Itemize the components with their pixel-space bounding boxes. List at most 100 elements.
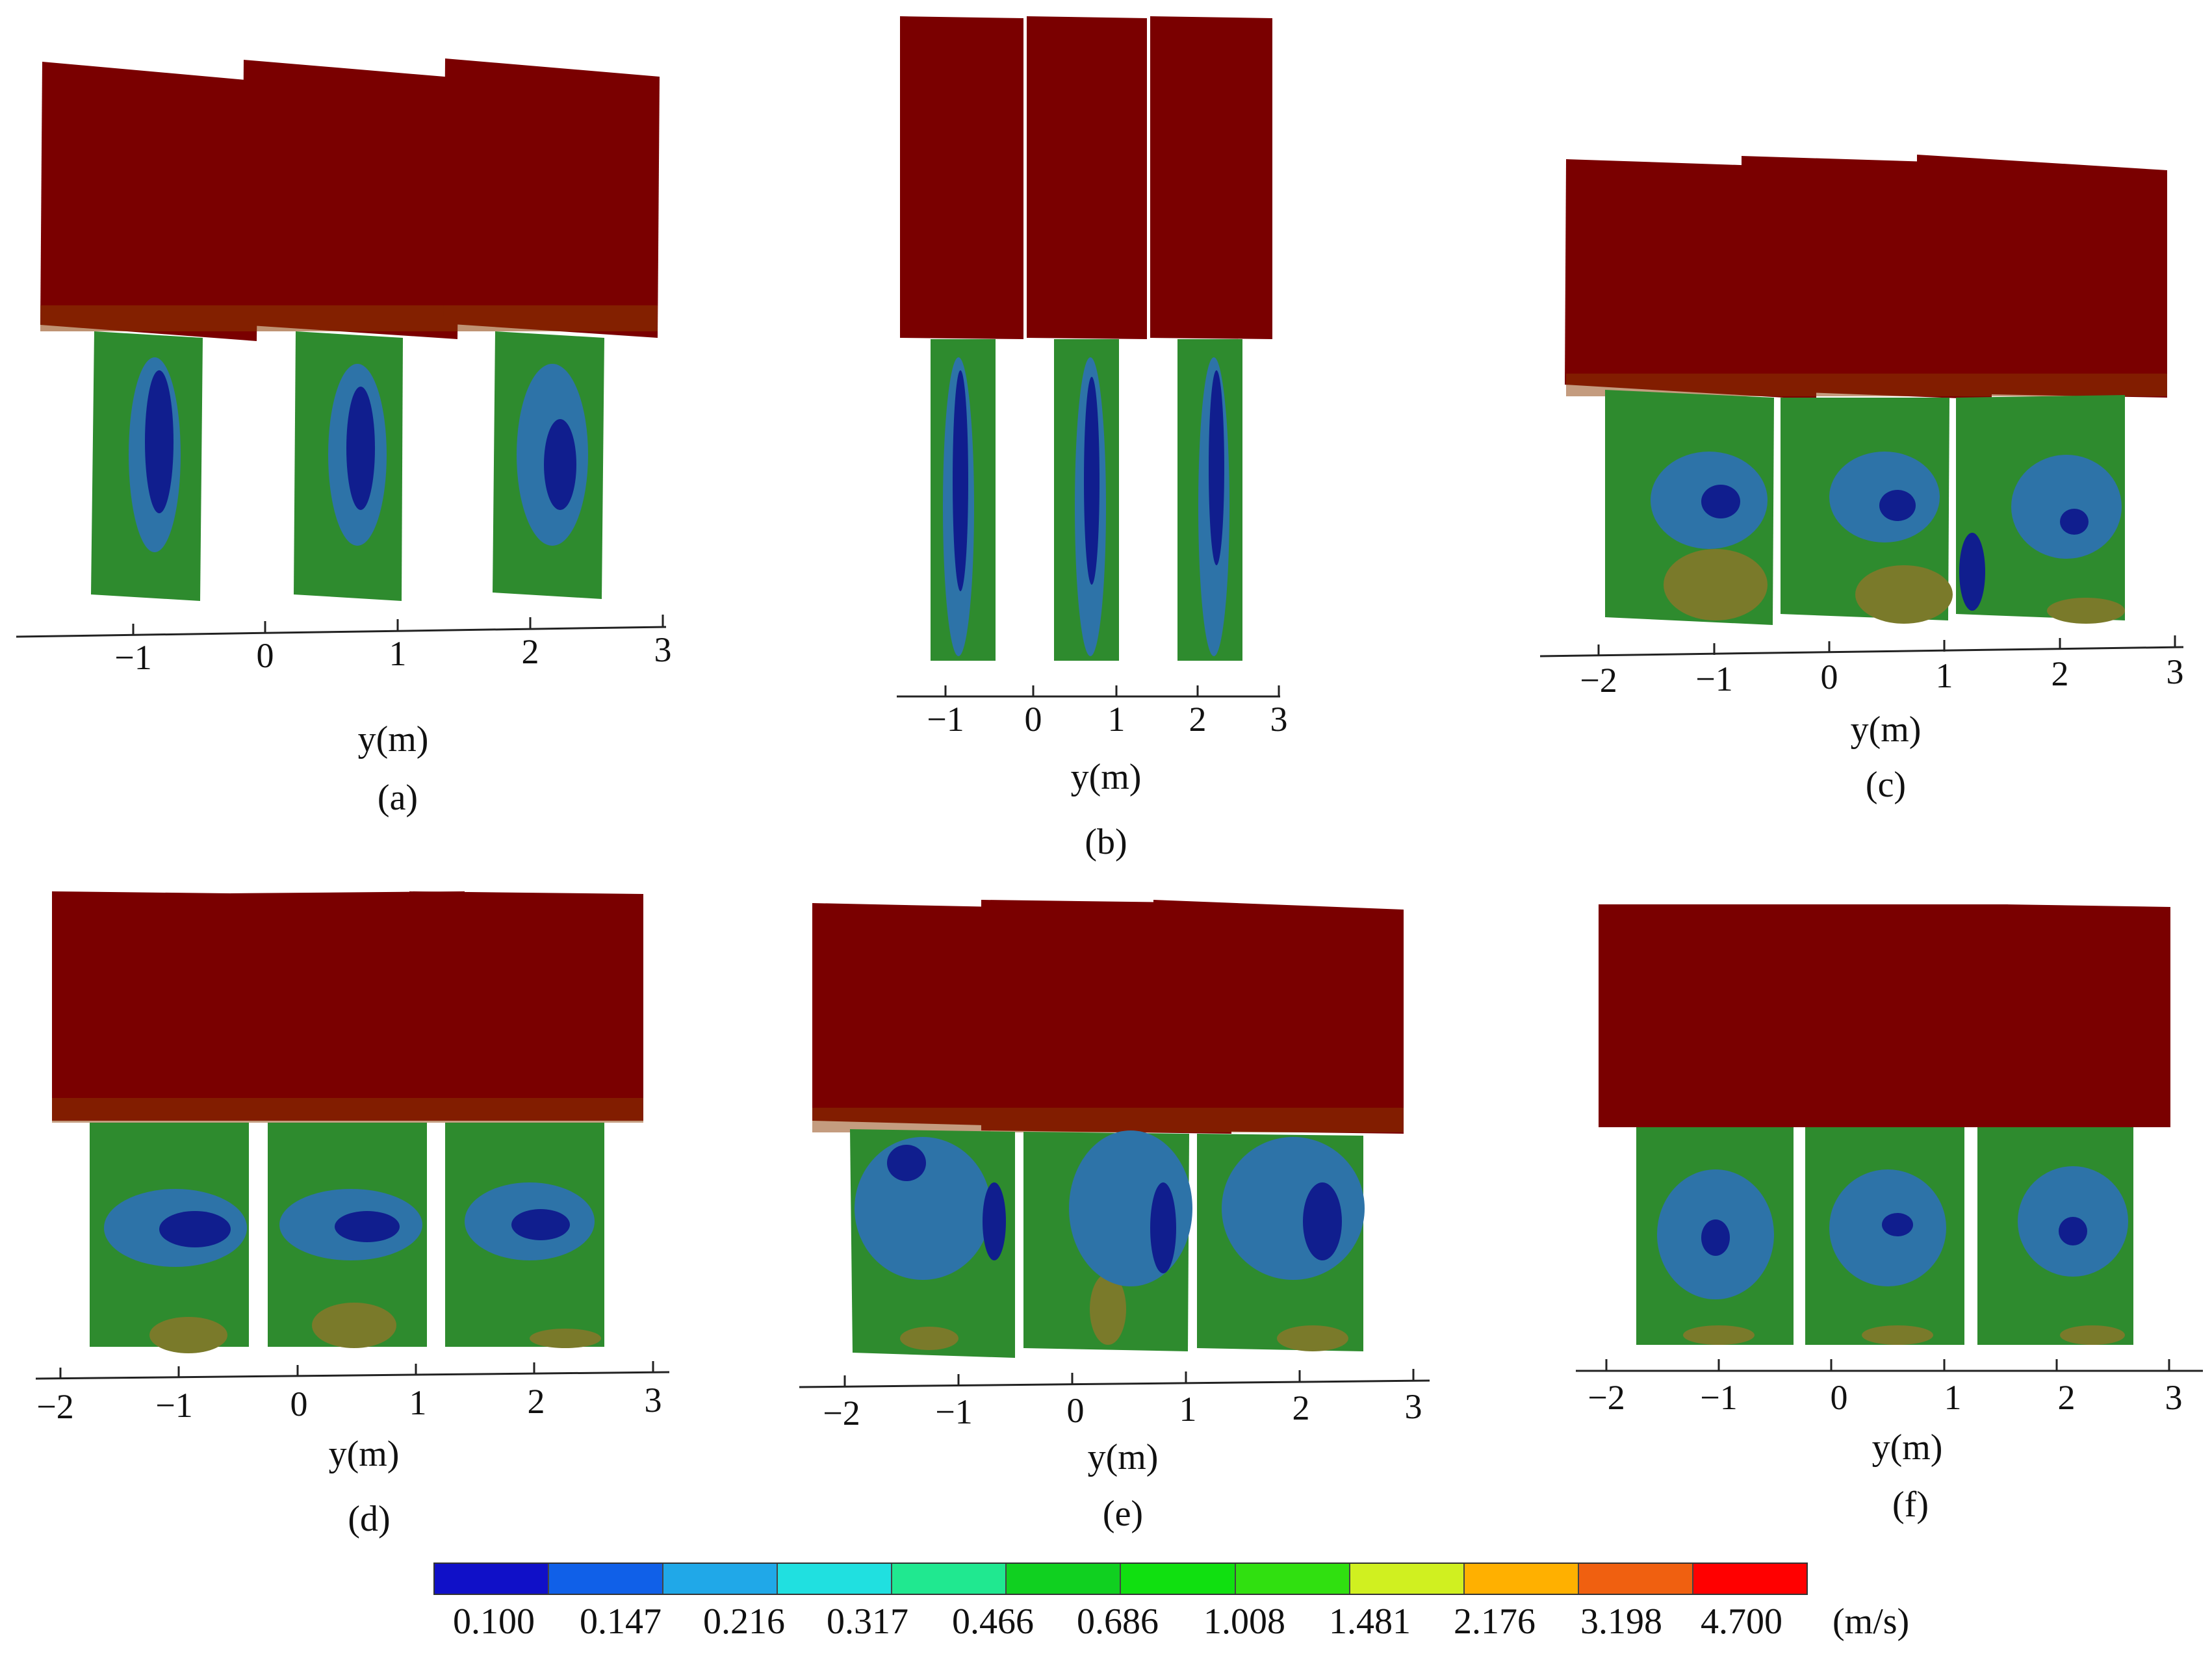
panel-caption: (f) — [1892, 1485, 1929, 1525]
olive-zone — [1277, 1325, 1348, 1351]
color-swatch — [1693, 1564, 1807, 1594]
tick-label: 3 — [1270, 700, 1288, 739]
olive-zone — [149, 1317, 227, 1353]
lower-blocks — [91, 331, 604, 601]
panel-caption: (a) — [377, 778, 418, 818]
colorbar-level-label: 3.198 — [1580, 1601, 1662, 1642]
lower-blocks — [1636, 1127, 2133, 1345]
low-velocity-zone — [511, 1209, 570, 1240]
lower-blocks — [90, 1123, 604, 1353]
color-swatch — [892, 1564, 1007, 1594]
colorbar-level-label: 4.700 — [1701, 1601, 1782, 1642]
tick-label: −1 — [935, 1392, 973, 1431]
tick-label: 1 — [1935, 656, 1953, 695]
low-velocity-zone — [887, 1145, 926, 1181]
tick-label: 3 — [2165, 1378, 2183, 1417]
upper-block — [231, 891, 465, 1121]
color-swatch — [1464, 1564, 1579, 1594]
tick-label: −2 — [823, 1394, 860, 1433]
low-velocity-zone — [1701, 485, 1740, 518]
x-axis — [897, 685, 1280, 698]
tick-label: 3 — [1404, 1387, 1422, 1426]
tick-label: 0 — [1830, 1378, 1848, 1417]
olive-zone — [2060, 1325, 2125, 1345]
color-swatch — [778, 1564, 893, 1594]
panel-f-plot — [1576, 904, 2203, 1372]
tick-label: 3 — [654, 630, 672, 669]
tick-label: 2 — [521, 632, 539, 671]
color-swatch — [1121, 1564, 1236, 1594]
olive-zone — [1090, 1273, 1126, 1345]
upper-block — [409, 891, 643, 1121]
low-velocity-zone — [1209, 370, 1224, 565]
upper-block — [242, 60, 460, 339]
low-velocity-zone — [1959, 533, 1985, 611]
tick-label: 2 — [2051, 654, 2069, 693]
upper-edge-band — [52, 1098, 643, 1123]
x-axis — [35, 1361, 670, 1380]
tick-label: 1 — [1179, 1390, 1197, 1429]
colorbar-level-label: 0.466 — [952, 1601, 1034, 1642]
low-velocity-zone — [159, 1211, 231, 1247]
panel-e-plot — [799, 900, 1430, 1388]
upper-block — [1829, 904, 2008, 1127]
tick-label: 1 — [389, 634, 407, 673]
colorbar-level-label: 0.216 — [703, 1601, 785, 1642]
colorbar-level-label: 0.147 — [580, 1601, 662, 1642]
tick-label: −1 — [1695, 659, 1733, 698]
panel-a: −1 0 1 2 3 y(m) (a) — [0, 0, 715, 832]
low-velocity-zone — [1303, 1182, 1342, 1260]
x-axis-title: y(m) — [1070, 757, 1142, 797]
olive-zone — [312, 1303, 396, 1348]
tick-label: 0 — [290, 1384, 308, 1423]
upper-block — [1599, 904, 1833, 1127]
x-axis-title: y(m) — [1087, 1437, 1159, 1477]
upper-block — [52, 891, 286, 1121]
colorbar-level-label: 2.176 — [1454, 1601, 1536, 1642]
color-swatch — [663, 1564, 778, 1594]
tick-label: 3 — [644, 1381, 662, 1420]
upper-block — [1027, 16, 1147, 339]
upper-block — [443, 58, 660, 338]
tick-label: 0 — [1066, 1391, 1085, 1430]
colorbar-level-label: 0.100 — [453, 1601, 535, 1642]
olive-zone — [1855, 565, 1953, 624]
low-velocity-zone — [346, 387, 375, 510]
upper-edge-band — [40, 305, 658, 331]
x-axis — [16, 615, 667, 638]
low-velocity-zone — [953, 370, 968, 591]
upper-block — [2005, 904, 2170, 1127]
low-velocity-zone — [1084, 377, 1100, 585]
x-axis-title: y(m) — [1850, 709, 1922, 750]
x-axis — [1539, 635, 2184, 657]
x-axis-title: y(m) — [357, 719, 429, 759]
tick-label: 1 — [409, 1383, 427, 1422]
tick-label: −2 — [1580, 661, 1617, 700]
panel-b: −1 0 1 2 3 y(m) (b) — [884, 0, 1326, 871]
panel-caption: (d) — [348, 1499, 391, 1539]
low-velocity-zone — [335, 1211, 400, 1242]
tick-label: −2 — [36, 1387, 74, 1426]
color-swatch — [549, 1564, 664, 1594]
tick-label: 0 — [1820, 657, 1838, 696]
colorbar-level-label: 0.317 — [827, 1601, 908, 1642]
upper-block — [1150, 16, 1272, 339]
color-swatch — [435, 1564, 550, 1594]
lower-blocks — [1605, 390, 2125, 625]
upper-blocks — [1565, 155, 2167, 400]
upper-block — [900, 16, 1023, 339]
olive-zone — [1664, 549, 1768, 620]
low-velocity-zone — [1150, 1182, 1176, 1273]
color-swatch — [1350, 1564, 1465, 1594]
upper-blocks — [1599, 904, 2170, 1127]
tick-label: −2 — [1588, 1378, 1625, 1417]
tick-label: 0 — [256, 636, 274, 675]
x-axis — [799, 1369, 1430, 1388]
low-velocity-zone — [544, 419, 576, 510]
tick-label: 0 — [1024, 700, 1042, 739]
panel-e: −2 −1 0 1 2 3 y(m) (e) — [780, 871, 1456, 1546]
panel-caption: (e) — [1102, 1494, 1144, 1534]
panel-d-plot — [35, 891, 670, 1380]
tick-label: 2 — [527, 1382, 545, 1421]
color-swatch — [1235, 1564, 1350, 1594]
